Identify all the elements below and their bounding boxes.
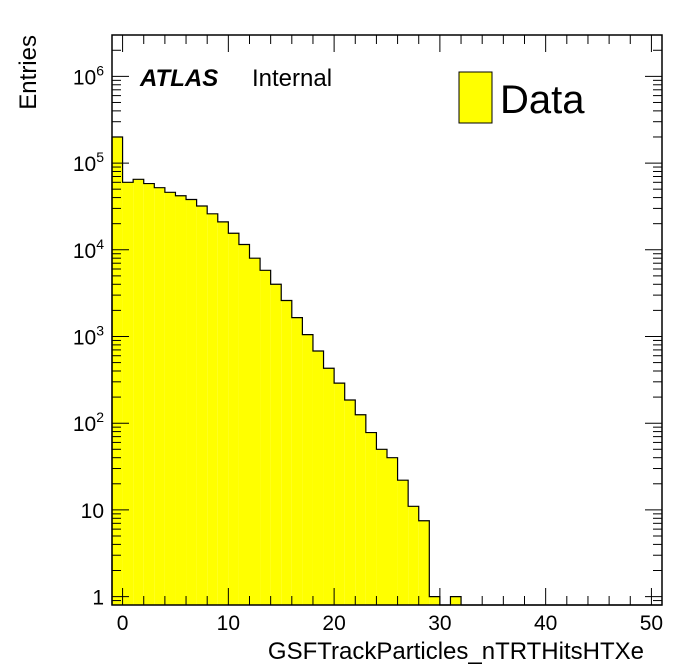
histogram-bar <box>143 183 155 605</box>
histogram-bar <box>323 368 335 605</box>
histogram-bar <box>133 179 144 605</box>
histogram-bar <box>334 383 345 605</box>
x-axis-title: GSFTrackParticles_nTRTHitsHTXe <box>268 638 644 665</box>
y-tick-label: 106 <box>73 62 104 89</box>
histogram-bar <box>238 244 250 605</box>
internal-label: Internal <box>252 65 332 92</box>
tick-labels: 0 10 20 30 40 50 1 10 102 103 104 105 106 <box>73 62 663 635</box>
y-axis-title: Entries <box>15 35 42 110</box>
histogram-bar <box>450 596 462 605</box>
atlas-label: ATLAS <box>139 65 218 92</box>
y-tick-label: 10 <box>81 500 104 523</box>
histogram-bar <box>365 432 377 605</box>
y-tick-label: 1 <box>92 587 104 610</box>
y-tick-label: 104 <box>73 236 104 263</box>
histogram-bar <box>387 457 398 605</box>
y-tick-label: 105 <box>73 149 104 176</box>
legend-label-data: Data <box>500 78 585 122</box>
histogram-bar <box>397 480 409 605</box>
y-tick-label: 103 <box>73 322 104 349</box>
histogram-bar <box>270 284 282 605</box>
x-tick-label: 50 <box>640 612 663 635</box>
histogram-bar <box>281 300 292 605</box>
histogram-bar <box>355 414 366 605</box>
y-tick-label: 102 <box>73 409 104 436</box>
x-tick-label: 40 <box>534 612 557 635</box>
histogram-bar <box>302 334 313 605</box>
histogram-bar <box>408 506 419 605</box>
histogram-bar <box>429 596 440 605</box>
histogram-bar <box>122 182 134 605</box>
histogram-bar <box>376 449 387 605</box>
plot-frame <box>111 34 663 606</box>
histogram-bar <box>418 520 430 605</box>
histogram-bar <box>217 221 229 605</box>
x-tick-label: 10 <box>217 612 240 635</box>
x-tick-label: 20 <box>322 612 345 635</box>
legend-swatch-data <box>458 71 493 124</box>
histogram-bar <box>186 199 197 605</box>
histogram-bar <box>164 192 176 605</box>
histogram-bar <box>228 233 239 605</box>
histogram-bar <box>249 258 261 605</box>
histogram-bar <box>344 400 356 605</box>
histogram-bar <box>196 205 208 605</box>
histogram-bar <box>291 317 303 605</box>
x-tick-label: 0 <box>117 612 129 635</box>
histogram-bar <box>312 351 324 605</box>
histogram-bar <box>207 213 218 605</box>
histogram-bars <box>111 136 662 606</box>
histogram-bar <box>175 195 187 606</box>
histogram-bar <box>154 187 165 605</box>
histogram-bar <box>260 270 271 605</box>
x-tick-label: 30 <box>428 612 451 635</box>
axis-ticks <box>112 34 662 606</box>
